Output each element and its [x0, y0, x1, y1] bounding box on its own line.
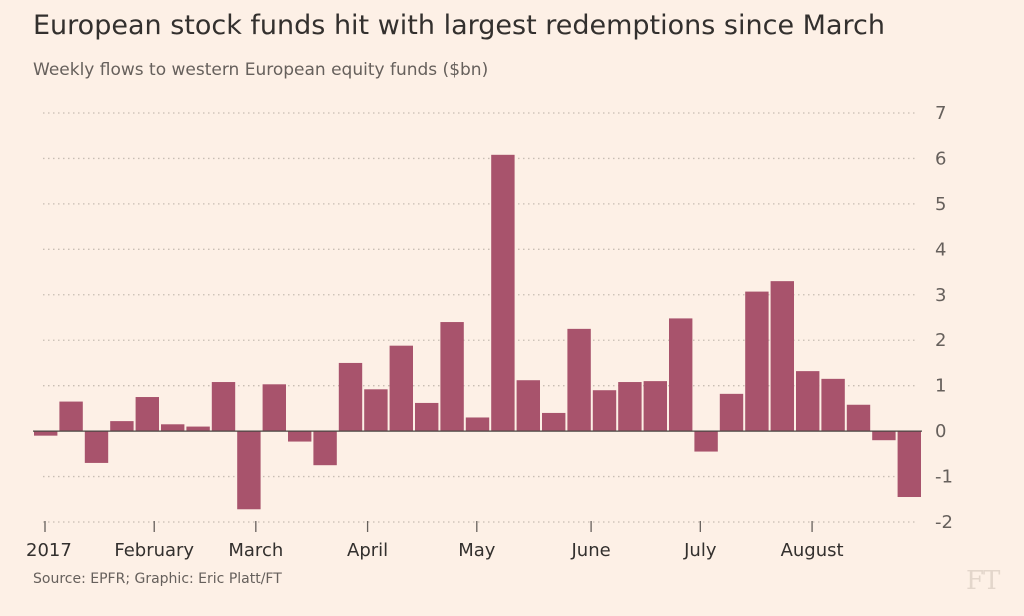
- bar: [211, 382, 236, 432]
- bar: [415, 402, 439, 432]
- bar: [694, 431, 718, 452]
- bar: [84, 431, 109, 463]
- bar: [745, 291, 769, 432]
- bar: [669, 318, 693, 432]
- bar: [796, 371, 820, 432]
- bar: [110, 421, 134, 432]
- bar: [288, 431, 312, 442]
- bar: [465, 417, 490, 432]
- bar: [897, 431, 921, 498]
- x-tick-label: 2017: [26, 540, 72, 561]
- y-tick-label: 5: [935, 194, 946, 215]
- bar: [618, 382, 642, 432]
- y-tick-label: 3: [935, 285, 946, 306]
- x-tick-label: August: [781, 540, 844, 561]
- bar: [389, 345, 413, 432]
- bar: [338, 362, 363, 432]
- y-tick-label: 0: [935, 421, 946, 442]
- y-tick-label: 2: [935, 330, 946, 351]
- x-tick-label: March: [228, 540, 283, 561]
- bar: [846, 404, 871, 432]
- bar: [262, 384, 286, 432]
- y-tick-label: 6: [935, 148, 946, 169]
- x-tick-label: June: [570, 540, 610, 561]
- bar: [364, 389, 388, 432]
- y-tick-label: -2: [935, 512, 953, 533]
- chart-title: European stock funds hit with largest re…: [33, 10, 885, 41]
- source-note: Source: EPFR; Graphic: Eric Platt/FT: [33, 571, 282, 587]
- bar: [542, 412, 566, 432]
- bar: [592, 390, 617, 432]
- bar: [440, 322, 464, 432]
- x-tick-label: February: [114, 540, 194, 561]
- bar: [34, 431, 58, 436]
- bar: [135, 397, 159, 432]
- y-tick-label: 7: [935, 103, 946, 124]
- bar: [186, 426, 210, 432]
- y-tick-label: 4: [935, 239, 946, 260]
- bar: [872, 431, 896, 441]
- chart-subtitle: Weekly flows to western European equity …: [33, 60, 489, 80]
- bar: [237, 431, 261, 510]
- x-tick-label: April: [347, 540, 388, 561]
- bar: [770, 281, 794, 432]
- bar: [491, 154, 515, 432]
- x-tick-label: July: [683, 540, 717, 561]
- bar: [567, 328, 591, 432]
- bar: [313, 431, 337, 466]
- bar: [161, 424, 185, 432]
- bar: [643, 381, 667, 432]
- bar: [821, 378, 845, 432]
- x-tick-label: May: [458, 540, 496, 561]
- ft-logo: FT: [966, 566, 1000, 596]
- bar: [719, 393, 744, 432]
- y-tick-label: -1: [935, 467, 953, 488]
- y-tick-label: 1: [935, 376, 946, 397]
- bar: [59, 401, 83, 432]
- bar: [516, 380, 540, 432]
